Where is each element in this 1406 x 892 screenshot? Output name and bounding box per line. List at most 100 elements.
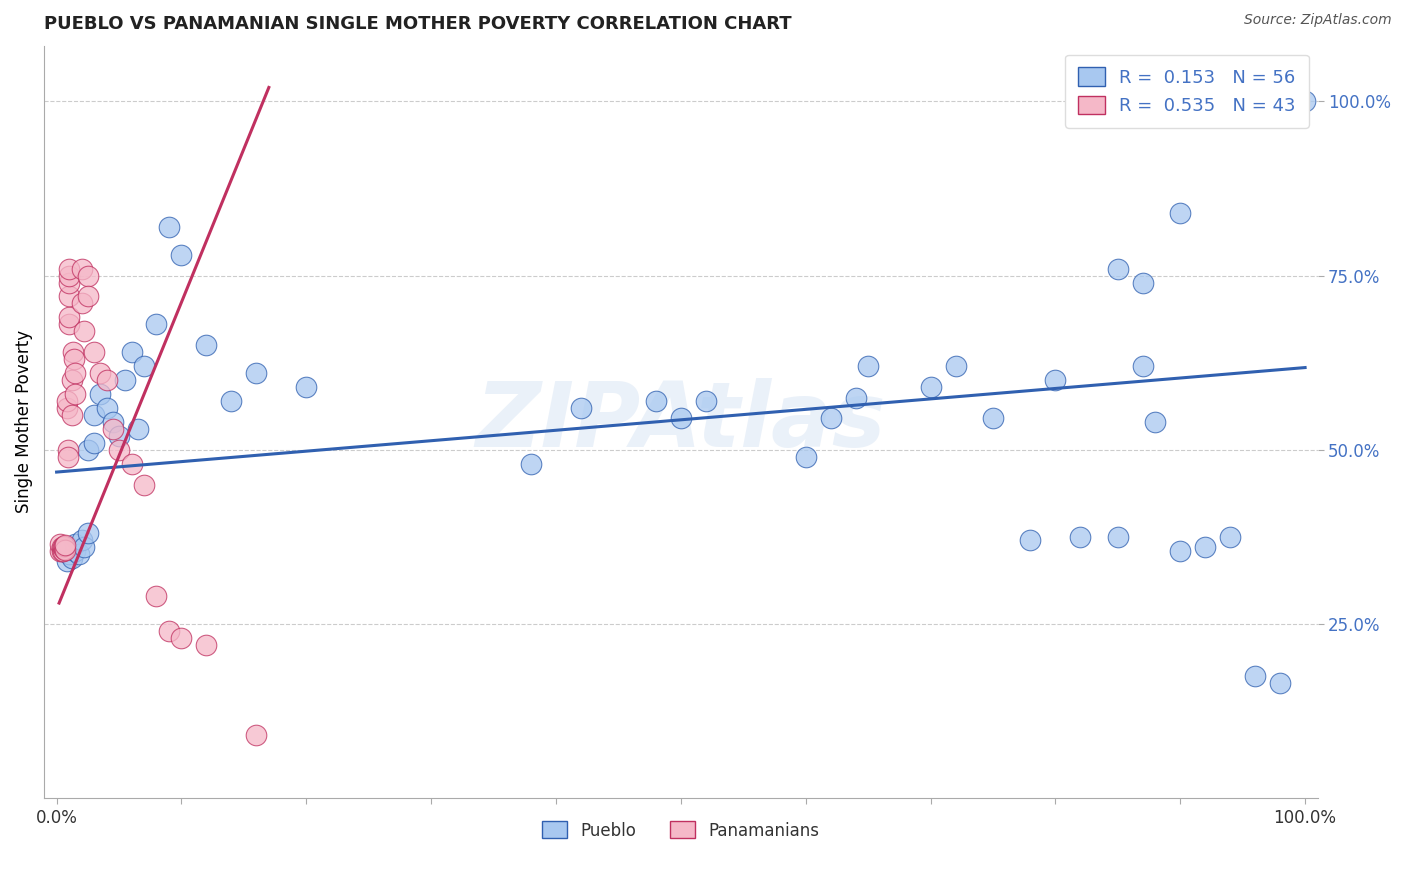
Point [53,541,76,556]
Point [76,526,98,541]
Point [644,394,666,409]
Point [76,268,98,283]
Point [1244,669,1267,683]
Point [53,539,76,553]
Point [1294,95,1316,109]
Point [52,541,75,555]
Point [1045,373,1067,387]
Point [58,547,80,561]
Point [70,261,93,276]
Point [101,415,124,429]
Point [51,541,73,555]
Point [65,543,87,558]
Point [60,550,83,565]
Point [55,401,77,415]
Point [221,394,243,409]
Legend: Pueblo, Panamanians: Pueblo, Panamanians [536,814,825,847]
Point [70,296,93,310]
Point [101,422,124,436]
Point [1107,261,1129,276]
Point [55,394,77,409]
Point [245,728,267,742]
Point [1168,543,1191,558]
Point [1069,530,1091,544]
Point [794,450,817,464]
Point [127,422,149,436]
Point [49,543,72,558]
Point [96,373,118,387]
Point [65,387,87,401]
Point [114,373,136,387]
Point [569,401,592,415]
Point [145,589,167,603]
Point [51,543,73,558]
Point [945,359,967,373]
Point [1194,541,1216,555]
Point [1132,359,1154,373]
Point [157,624,180,638]
Point [1168,206,1191,220]
Text: PUEBLO VS PANAMANIAN SINGLE MOTHER POVERTY CORRELATION CHART: PUEBLO VS PANAMANIAN SINGLE MOTHER POVER… [44,15,792,33]
Point [170,248,193,262]
Point [58,276,80,290]
Point [55,554,77,568]
Point [295,380,318,394]
Point [83,408,105,422]
Point [170,631,193,645]
Point [52,543,75,558]
Y-axis label: Single Mother Poverty: Single Mother Poverty [15,330,32,514]
Point [195,338,218,352]
Point [981,411,1004,425]
Point [58,261,80,276]
Point [1144,415,1167,429]
Point [60,408,83,422]
Point [145,318,167,332]
Point [58,268,80,283]
Point [121,457,143,471]
Point [108,442,131,457]
Point [1219,530,1241,544]
Point [695,394,717,409]
Point [58,310,80,325]
Point [65,366,87,380]
Point [83,435,105,450]
Point [108,429,131,443]
Point [65,537,87,551]
Point [845,391,868,405]
Text: ZIPAtlas: ZIPAtlas [475,378,886,466]
Point [49,537,72,551]
Point [67,547,90,561]
Text: Source: ZipAtlas.com: Source: ZipAtlas.com [1244,13,1392,28]
Point [1268,676,1291,690]
Point [820,411,842,425]
Point [195,638,218,652]
Point [70,533,93,548]
Point [520,457,543,471]
Point [58,541,80,555]
Point [60,373,83,387]
Point [669,411,692,425]
Point [76,289,98,303]
Point [89,387,111,401]
Point [1132,276,1154,290]
Point [132,477,155,491]
Point [62,345,84,359]
Point [58,289,80,303]
Point [58,318,80,332]
Point [132,359,155,373]
Point [53,543,76,558]
Point [245,366,267,380]
Point [52,543,75,558]
Point [63,352,86,367]
Point [121,345,143,359]
Point [89,366,111,380]
Point [920,380,942,394]
Point [1019,533,1042,548]
Point [96,401,118,415]
Point [1107,530,1129,544]
Point [56,442,79,457]
Point [76,442,98,457]
Point [53,537,76,551]
Point [73,541,96,555]
Point [83,345,105,359]
